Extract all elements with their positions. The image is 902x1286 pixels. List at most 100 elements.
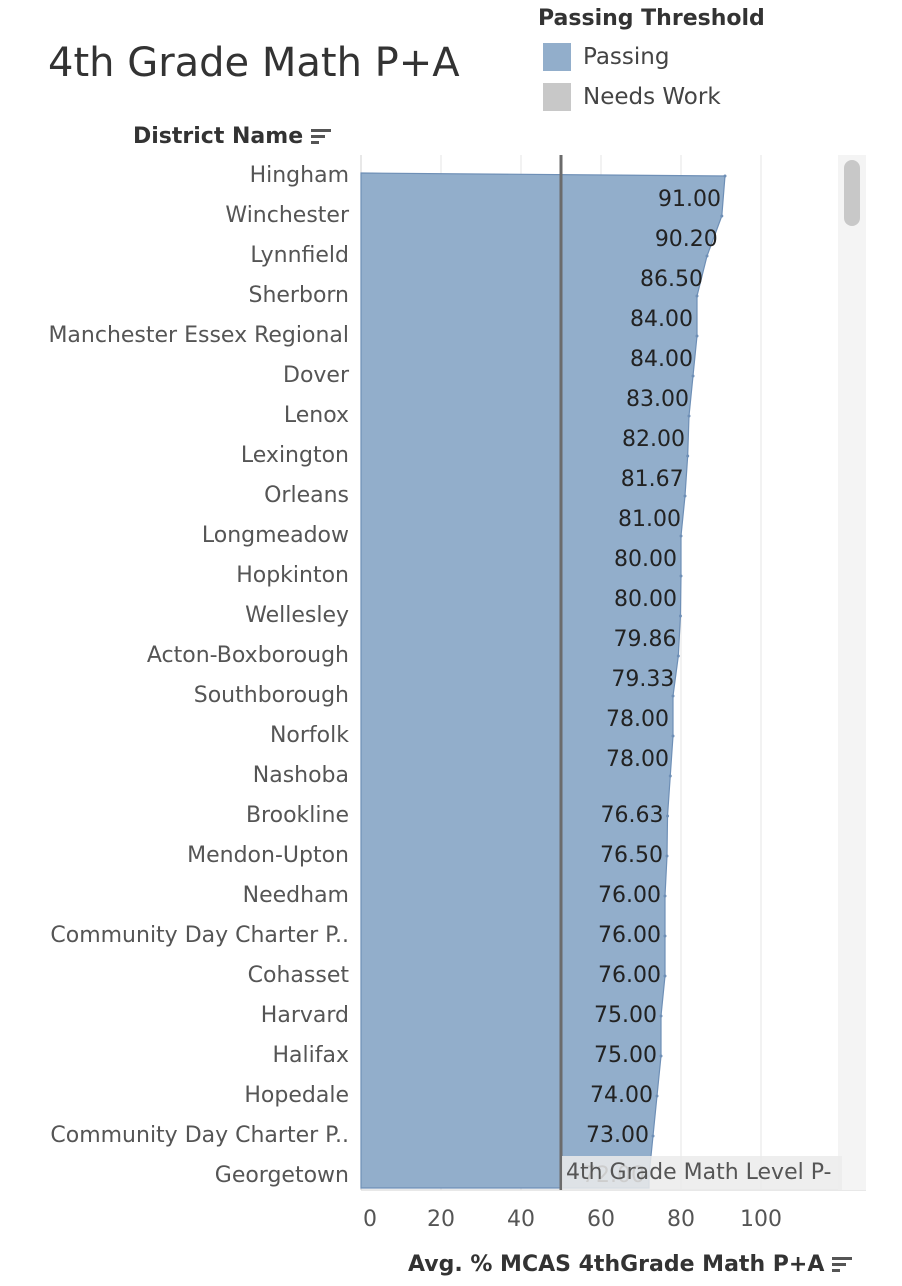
data-point	[705, 254, 709, 258]
data-point	[651, 1134, 655, 1138]
data-point	[695, 294, 699, 298]
legend-swatch-needs-work	[543, 83, 571, 111]
category-label: Dover	[283, 363, 350, 388]
category-label: Georgetown	[215, 1163, 349, 1188]
category-label: Hopedale	[244, 1083, 349, 1108]
data-point	[663, 974, 667, 978]
category-label: Lexington	[241, 443, 349, 468]
category-label: Halifax	[273, 1043, 350, 1068]
data-label: 84.00	[630, 307, 693, 332]
data-point	[671, 694, 675, 698]
category-label: Cohasset	[248, 963, 350, 988]
category-label: Harvard	[261, 1003, 349, 1028]
data-point	[720, 214, 724, 218]
x-axis-label: Avg. % MCAS 4thGrade Math P+A	[408, 1252, 825, 1277]
category-label: Nashoba	[253, 763, 349, 788]
sort-icon[interactable]	[832, 1257, 853, 1273]
data-label: 82.00	[622, 427, 685, 452]
category-label: Longmeadow	[202, 523, 349, 548]
x-tick-label: 60	[587, 1207, 615, 1232]
legend-title: Passing Threshold	[538, 6, 765, 31]
category-label: Lenox	[284, 403, 349, 428]
data-label: 80.00	[614, 547, 677, 572]
category-label: Winchester	[225, 203, 350, 228]
data-label: 79.86	[613, 627, 676, 652]
data-label: 75.00	[594, 1003, 657, 1028]
chart-title: 4th Grade Math P+A	[48, 40, 460, 86]
data-point	[668, 774, 672, 778]
data-point	[659, 1014, 663, 1018]
data-label: 84.00	[630, 347, 693, 372]
data-point	[655, 1094, 659, 1098]
legend-item-passing[interactable]: Passing	[543, 43, 669, 71]
data-label: 81.00	[618, 507, 681, 532]
x-axis-title[interactable]: Avg. % MCAS 4thGrade Math P+A	[408, 1252, 853, 1277]
legend-label-needs-work: Needs Work	[583, 84, 721, 110]
data-label: 91.00	[658, 187, 721, 212]
row-header[interactable]: District Name	[133, 124, 332, 149]
legend-swatch-passing	[543, 43, 571, 71]
data-label: 76.00	[598, 923, 661, 948]
data-label: 83.00	[626, 387, 689, 412]
data-label: 79.33	[611, 667, 674, 692]
category-label: Community Day Charter P..	[50, 1123, 349, 1148]
data-point	[683, 494, 687, 498]
data-label: 74.00	[590, 1083, 653, 1108]
data-label: 78.00	[606, 747, 669, 772]
category-label: Hingham	[250, 163, 349, 188]
category-label: Wellesley	[245, 603, 349, 628]
category-label: Community Day Charter P..	[50, 923, 349, 948]
data-label: 75.00	[594, 1043, 657, 1068]
data-point	[663, 934, 667, 938]
reference-line-label: 4th Grade Math Level P-	[562, 1156, 842, 1190]
x-tick-label: 20	[427, 1207, 455, 1232]
data-point	[679, 534, 683, 538]
row-header-label: District Name	[133, 124, 304, 149]
category-label: Hopkinton	[236, 563, 349, 588]
scrollbar-thumb[interactable]	[844, 160, 860, 226]
category-label: Orleans	[264, 483, 349, 508]
category-label: Sherborn	[248, 283, 349, 308]
data-point	[666, 814, 670, 818]
legend-label-passing: Passing	[583, 44, 670, 70]
legend-item-needs-work[interactable]: Needs Work	[543, 83, 721, 111]
data-point	[695, 334, 699, 338]
data-label: 73.00	[586, 1123, 649, 1148]
category-label: Mendon-Upton	[187, 843, 349, 868]
data-label: 86.50	[640, 267, 703, 292]
data-point	[679, 574, 683, 578]
data-point	[665, 854, 669, 858]
sort-icon[interactable]	[311, 129, 332, 145]
x-tick-label: 80	[667, 1207, 695, 1232]
data-label: 76.50	[600, 843, 663, 868]
x-tick-label: 0	[363, 1207, 377, 1232]
category-label: Southborough	[194, 683, 349, 708]
category-label: Manchester Essex Regional	[48, 323, 349, 348]
data-label: 81.67	[621, 467, 684, 492]
category-label: Lynnfield	[250, 243, 349, 268]
data-point	[678, 614, 682, 618]
category-label: Brookline	[246, 803, 349, 828]
data-label: 76.00	[598, 883, 661, 908]
category-label: Norfolk	[270, 723, 349, 748]
data-label: 78.00	[606, 707, 669, 732]
data-label: 76.63	[601, 803, 664, 828]
x-tick-label: 100	[740, 1207, 782, 1232]
data-point	[723, 174, 727, 178]
category-label: Needham	[243, 883, 349, 908]
data-point	[659, 1054, 663, 1058]
scrollbar-track[interactable]	[838, 155, 866, 1190]
data-label: 90.20	[655, 227, 718, 252]
category-label: Acton-Boxborough	[147, 643, 349, 668]
data-point	[691, 374, 695, 378]
data-point	[663, 894, 667, 898]
data-point	[687, 414, 691, 418]
data-label: 80.00	[614, 587, 677, 612]
data-label: 76.00	[598, 963, 661, 988]
x-tick-label: 40	[507, 1207, 535, 1232]
data-point	[671, 734, 675, 738]
data-point	[676, 654, 680, 658]
area-series	[360, 172, 726, 1189]
data-point	[686, 454, 690, 458]
